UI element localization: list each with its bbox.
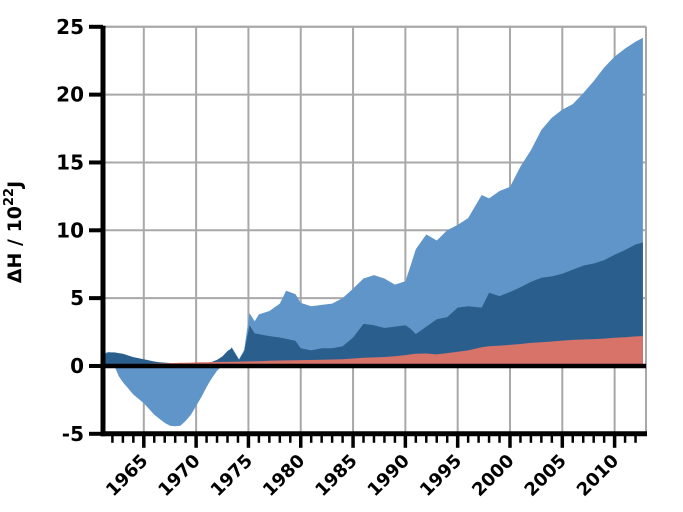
y-tick-label: 15 — [56, 150, 84, 174]
y-tick-label: 5 — [70, 286, 84, 310]
area-deep-ocean-heat-red — [104, 336, 643, 366]
area-series — [104, 37, 643, 427]
area-mid-depth-heat-dark-blue — [104, 242, 643, 366]
y-tick-label: 25 — [56, 15, 84, 39]
y-axis-label: ΔH / 1022J — [2, 181, 26, 283]
y-tick-label: 0 — [70, 354, 84, 378]
y-tick-label: -5 — [62, 422, 84, 446]
y-tick-label: 20 — [56, 83, 84, 107]
y-tick-label: 10 — [56, 218, 84, 242]
y-ticks — [89, 24, 103, 436]
y-tick-labels: -5 0 5 10 15 20 25 — [56, 15, 84, 446]
x-ticks — [111, 435, 637, 448]
